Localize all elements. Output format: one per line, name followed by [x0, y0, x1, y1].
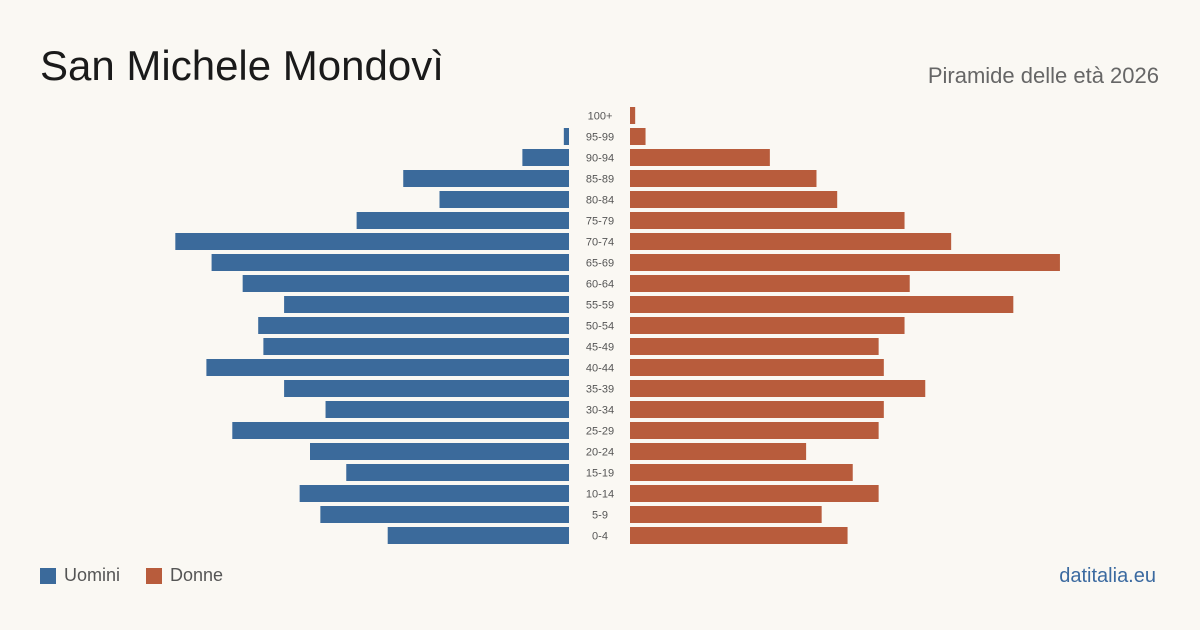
bar-men-90-94 [522, 149, 569, 166]
legend-label-men: Uomini [64, 565, 121, 585]
age-label-35-39: 35-39 [586, 384, 614, 396]
age-label-95-99: 95-99 [586, 132, 614, 144]
bar-men-65-69 [211, 254, 569, 271]
bar-women-95-99 [630, 128, 646, 145]
bar-men-40-44 [206, 359, 569, 376]
source-link[interactable]: datitalia.eu [1059, 565, 1156, 587]
age-label-65-69: 65-69 [586, 258, 614, 270]
legend-item-women: Donne [146, 565, 223, 586]
bar-men-70-74 [175, 233, 569, 250]
age-label-30-34: 30-34 [586, 405, 614, 417]
age-label-100plus: 100+ [588, 111, 613, 123]
bar-women-45-49 [630, 338, 879, 355]
bar-women-10-14 [630, 485, 879, 502]
bar-women-100plus [630, 107, 636, 124]
bar-men-95-99 [563, 128, 569, 145]
chart-subtitle: Piramide delle età 2026 [927, 63, 1159, 88]
bar-women-30-34 [630, 401, 884, 418]
bar-women-50-54 [630, 317, 905, 334]
bar-women-85-89 [630, 170, 817, 187]
bar-men-60-64 [242, 275, 569, 292]
age-label-75-79: 75-79 [586, 216, 614, 228]
bar-women-40-44 [630, 359, 884, 376]
bar-men-85-89 [403, 170, 569, 187]
age-label-15-19: 15-19 [586, 468, 614, 480]
bar-women-75-79 [630, 212, 905, 229]
bar-women-15-19 [630, 464, 853, 481]
bar-men-45-49 [263, 338, 569, 355]
chart-title: San Michele Mondovì [40, 42, 444, 89]
age-label-5-9: 5-9 [592, 510, 608, 522]
bar-women-65-69 [630, 254, 1060, 271]
bar-men-50-54 [258, 317, 569, 334]
bar-women-90-94 [630, 149, 770, 166]
age-label-85-89: 85-89 [586, 174, 614, 186]
age-label-20-24: 20-24 [586, 447, 614, 459]
bar-men-80-84 [439, 191, 569, 208]
age-label-55-59: 55-59 [586, 300, 614, 312]
legend-item-men: Uomini [40, 565, 120, 586]
age-label-10-14: 10-14 [586, 489, 614, 501]
bar-men-20-24 [310, 443, 569, 460]
age-label-90-94: 90-94 [586, 153, 614, 165]
bar-men-25-29 [232, 422, 570, 439]
bar-men-30-34 [325, 401, 569, 418]
legend-swatch-men [40, 567, 56, 584]
bar-men-15-19 [346, 464, 569, 481]
age-label-80-84: 80-84 [586, 195, 614, 207]
legend-label-women: Donne [170, 565, 224, 585]
bar-women-20-24 [630, 443, 807, 460]
bar-women-60-64 [630, 275, 910, 292]
bar-women-0-4 [630, 527, 848, 544]
age-label-60-64: 60-64 [586, 279, 614, 291]
bar-men-5-9 [320, 506, 569, 523]
bar-women-35-39 [630, 380, 926, 397]
legend-swatch-women [146, 567, 163, 584]
age-label-50-54: 50-54 [586, 321, 614, 333]
bar-men-75-79 [356, 212, 569, 229]
legend: Uomini Donne [40, 565, 249, 586]
bar-men-55-59 [284, 296, 569, 313]
age-label-45-49: 45-49 [586, 342, 614, 354]
bar-women-25-29 [630, 422, 879, 439]
bar-women-55-59 [630, 296, 1014, 313]
bar-women-5-9 [630, 506, 822, 523]
bar-men-35-39 [284, 380, 569, 397]
age-label-25-29: 25-29 [586, 426, 614, 438]
age-label-40-44: 40-44 [586, 363, 614, 375]
age-label-0-4: 0-4 [592, 531, 608, 543]
age-label-70-74: 70-74 [586, 237, 614, 249]
bar-women-80-84 [630, 191, 838, 208]
bar-men-0-4 [387, 527, 569, 544]
bar-men-10-14 [299, 485, 569, 502]
bar-women-70-74 [630, 233, 952, 250]
